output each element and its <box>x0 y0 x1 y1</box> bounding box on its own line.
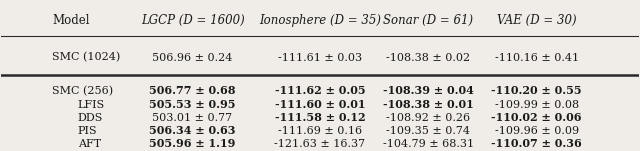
Text: Model: Model <box>52 14 90 27</box>
Text: 505.53 ± 0.95: 505.53 ± 0.95 <box>149 100 236 111</box>
Text: AFT: AFT <box>78 139 101 149</box>
Text: -110.07 ± 0.36: -110.07 ± 0.36 <box>492 138 582 149</box>
Text: -104.79 ± 68.31: -104.79 ± 68.31 <box>383 139 474 149</box>
Text: SMC (1024): SMC (1024) <box>52 52 120 63</box>
Text: -110.20 ± 0.55: -110.20 ± 0.55 <box>492 85 582 96</box>
Text: -108.38 ± 0.02: -108.38 ± 0.02 <box>387 53 470 63</box>
Text: VAE (D = 30): VAE (D = 30) <box>497 14 577 27</box>
Text: -110.16 ± 0.41: -110.16 ± 0.41 <box>495 53 579 63</box>
Text: -108.38 ± 0.01: -108.38 ± 0.01 <box>383 100 474 111</box>
Text: -111.60 ± 0.01: -111.60 ± 0.01 <box>275 100 365 111</box>
Text: -121.63 ± 16.37: -121.63 ± 16.37 <box>275 139 365 149</box>
Text: -111.69 ± 0.16: -111.69 ± 0.16 <box>278 126 362 136</box>
Text: 506.34 ± 0.63: 506.34 ± 0.63 <box>149 125 236 136</box>
Text: LFIS: LFIS <box>78 100 105 110</box>
Text: -108.92 ± 0.26: -108.92 ± 0.26 <box>387 113 470 123</box>
Text: -111.62 ± 0.05: -111.62 ± 0.05 <box>275 85 365 96</box>
Text: -109.35 ± 0.74: -109.35 ± 0.74 <box>387 126 470 136</box>
Text: PIS: PIS <box>78 126 97 136</box>
Text: SMC (256): SMC (256) <box>52 85 113 96</box>
Text: Ionosphere (D = 35): Ionosphere (D = 35) <box>259 14 381 27</box>
Text: 506.77 ± 0.68: 506.77 ± 0.68 <box>149 85 236 96</box>
Text: 503.01 ± 0.77: 503.01 ± 0.77 <box>152 113 232 123</box>
Text: -109.96 ± 0.09: -109.96 ± 0.09 <box>495 126 579 136</box>
Text: -109.99 ± 0.08: -109.99 ± 0.08 <box>495 100 579 110</box>
Text: 505.96 ± 1.19: 505.96 ± 1.19 <box>149 138 236 149</box>
Text: -108.39 ± 0.04: -108.39 ± 0.04 <box>383 85 474 96</box>
Text: Sonar (D = 61): Sonar (D = 61) <box>383 14 474 27</box>
Text: LGCP (D = 1600): LGCP (D = 1600) <box>141 14 244 27</box>
Text: -110.02 ± 0.06: -110.02 ± 0.06 <box>492 112 582 123</box>
Text: 506.96 ± 0.24: 506.96 ± 0.24 <box>152 53 233 63</box>
Text: -111.61 ± 0.03: -111.61 ± 0.03 <box>278 53 362 63</box>
Text: DDS: DDS <box>78 113 103 123</box>
Text: -111.58 ± 0.12: -111.58 ± 0.12 <box>275 112 365 123</box>
